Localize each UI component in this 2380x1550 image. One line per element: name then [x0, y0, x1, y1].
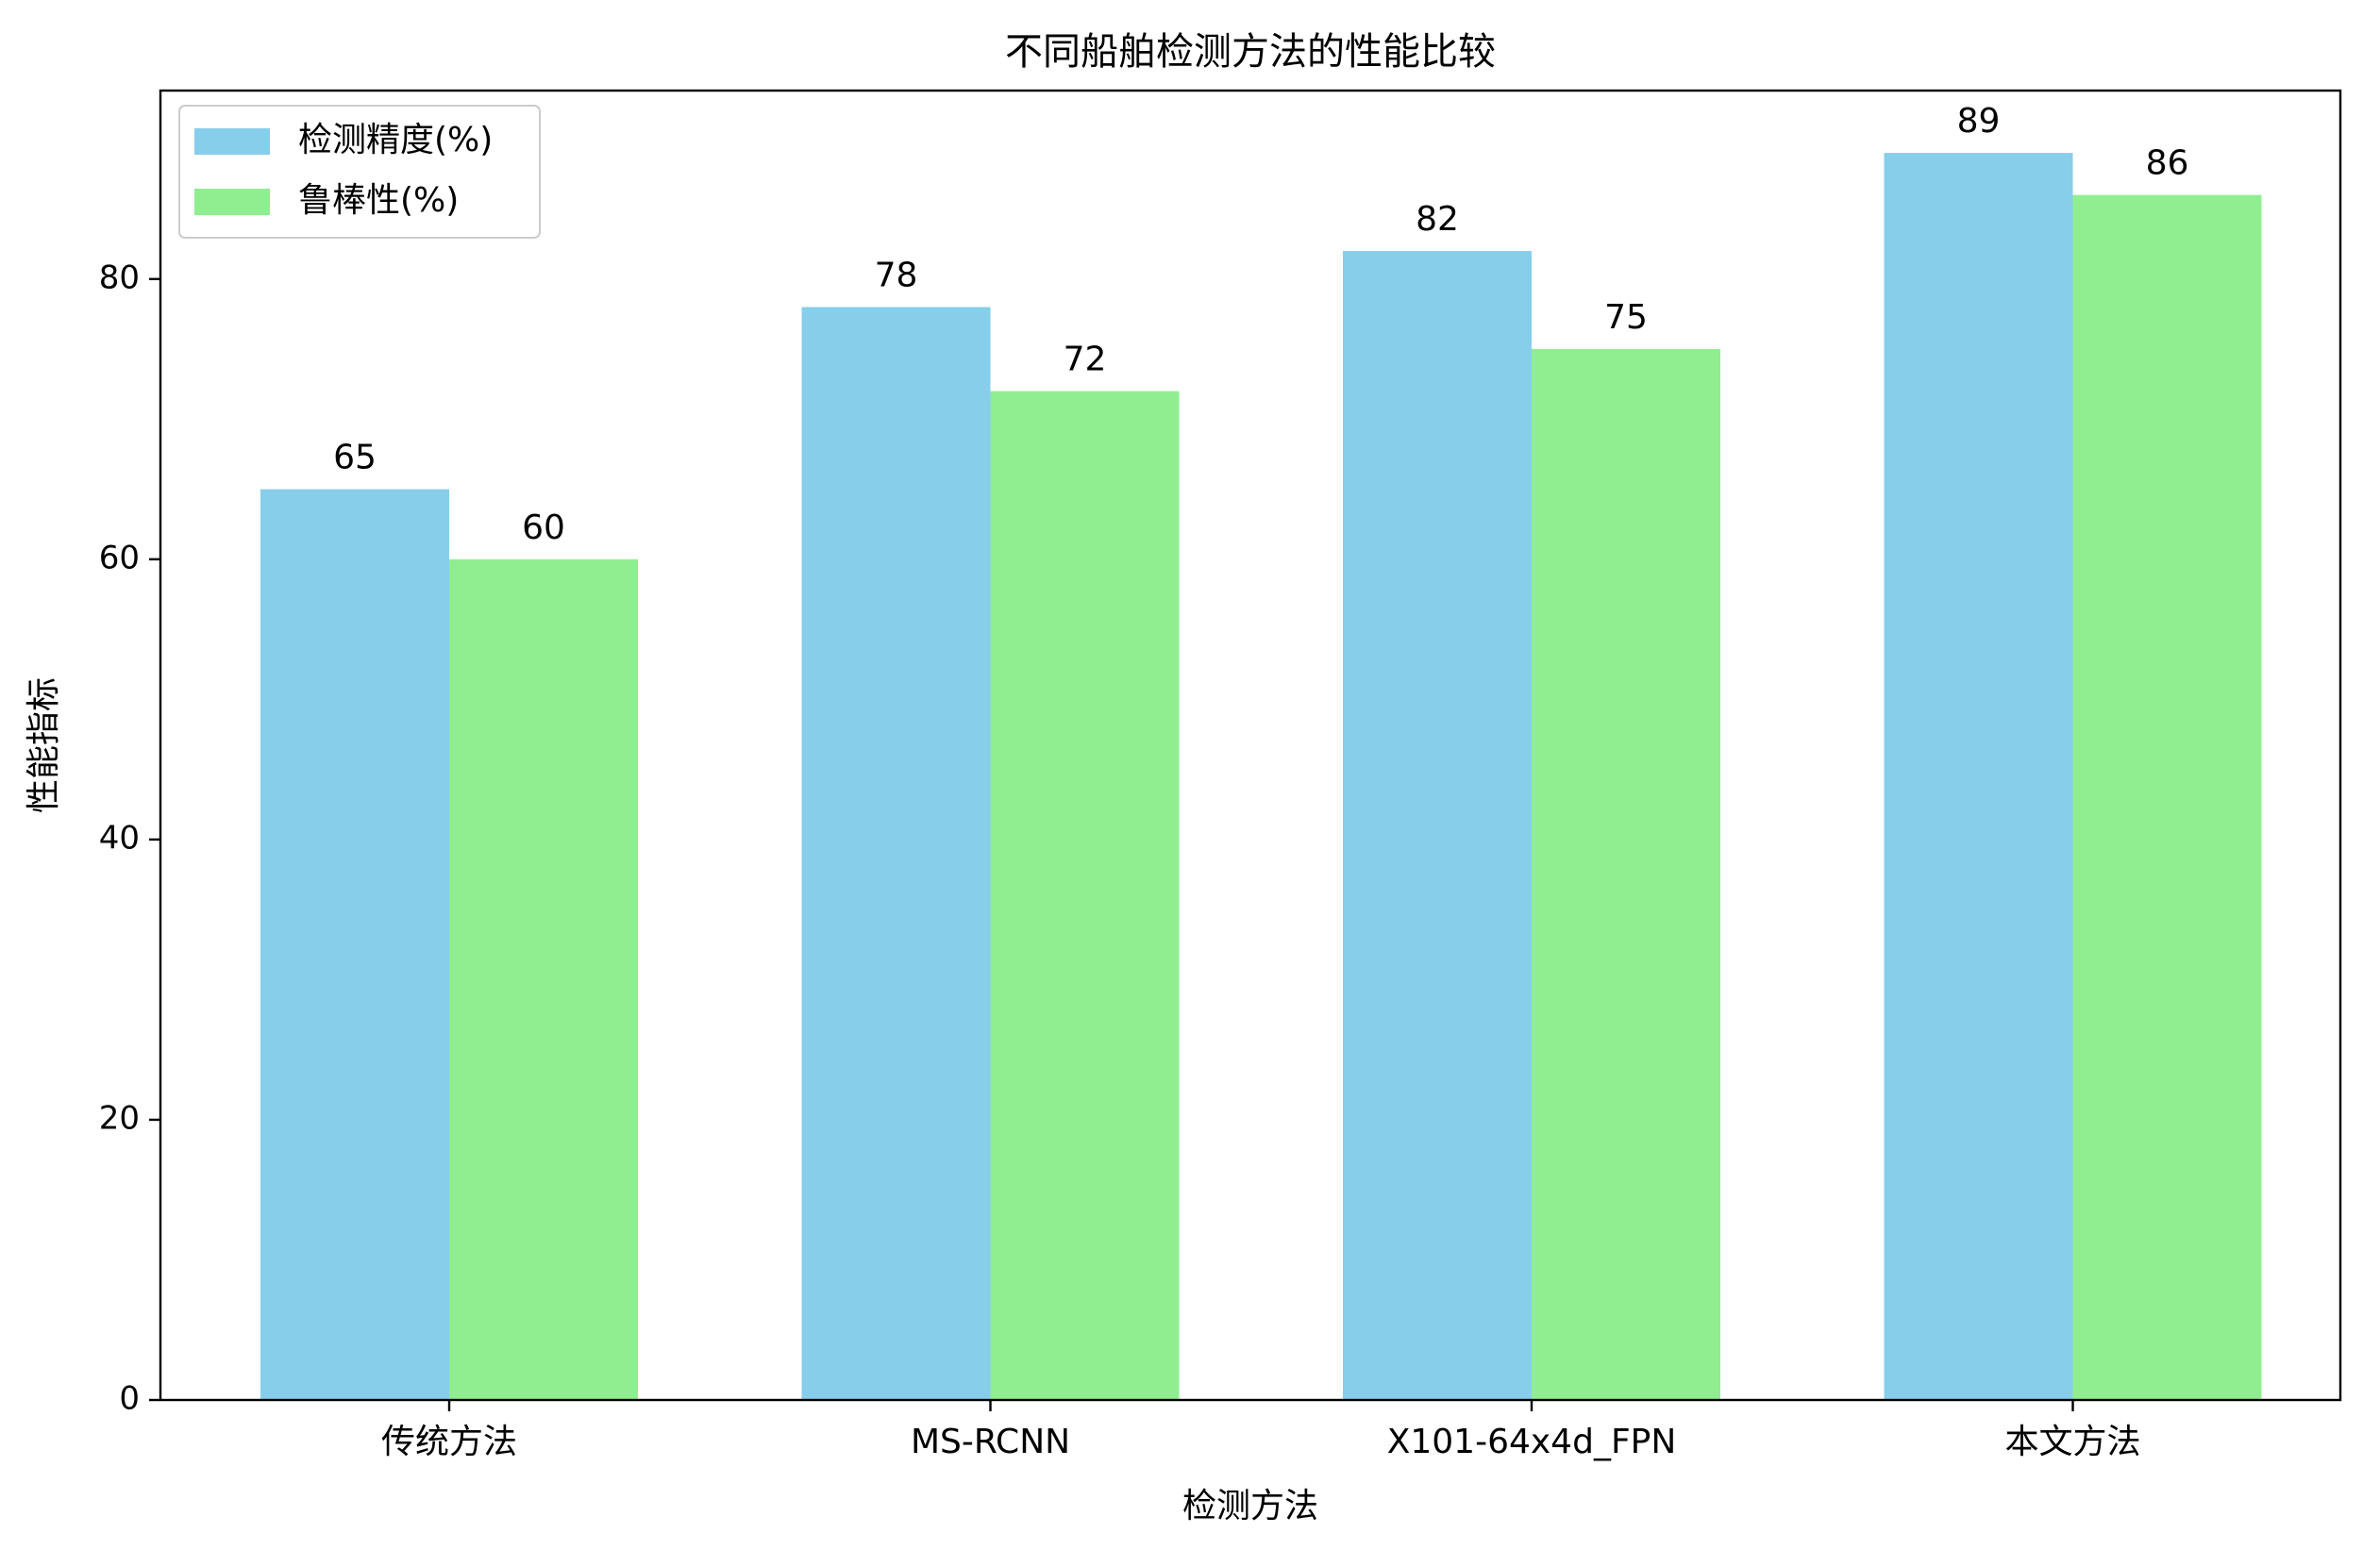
- bar-accuracy-1: [801, 307, 991, 1401]
- data-label: 75: [1604, 298, 1648, 337]
- bar-accuracy-2: [1343, 251, 1532, 1400]
- chart-title: 不同船舶检测方法的性能比较: [1005, 30, 1496, 74]
- x-tick-label: 本文方法: [2004, 1423, 2140, 1461]
- legend-label: 检测精度(%): [298, 121, 493, 159]
- legend-swatch: [194, 128, 270, 155]
- legend-label: 鲁棒性(%): [298, 181, 459, 220]
- y-tick-label: 0: [119, 1380, 140, 1418]
- data-label: 65: [333, 439, 377, 477]
- data-label: 72: [1064, 341, 1107, 379]
- y-tick-label: 40: [99, 819, 140, 857]
- axes-layer: 0 20 40 60 80 传统方法 MS-RCNN X101-64x4d_FPN 本文方法: [99, 89, 2342, 1461]
- data-label: 86: [2146, 144, 2189, 183]
- bar-accuracy-0: [260, 489, 449, 1400]
- x-tick-label: 传统方法: [381, 1423, 517, 1461]
- data-label: 82: [1416, 200, 1459, 239]
- x-tick-label: X101-64x4d_FPN: [1387, 1423, 1677, 1461]
- x-axis-label: 检测方法: [1182, 1487, 1318, 1525]
- y-tick-label: 60: [99, 539, 140, 576]
- bar-accuracy-3: [1884, 153, 2073, 1401]
- plot-frame: [159, 89, 2342, 1402]
- bar-robustness-2: [1532, 349, 1720, 1401]
- bar-robustness-1: [990, 391, 1180, 1401]
- x-tick-label: MS-RCNN: [911, 1423, 1070, 1461]
- legend: 检测精度(%) 鲁棒性(%): [178, 105, 541, 239]
- data-labels-layer: 65 60 78 72 82 75 89 86: [333, 102, 2188, 547]
- bar-robustness-0: [449, 558, 638, 1400]
- y-tick-label: 20: [99, 1099, 140, 1137]
- data-label: 78: [875, 256, 918, 294]
- bar-robustness-3: [2072, 194, 2262, 1401]
- data-label: 60: [522, 508, 565, 547]
- bars-layer: [260, 153, 2262, 1401]
- y-tick-label: 80: [99, 258, 140, 296]
- y-axis-label: 性能指标: [25, 677, 63, 813]
- data-label: 89: [1957, 102, 2001, 141]
- legend-swatch: [194, 189, 270, 215]
